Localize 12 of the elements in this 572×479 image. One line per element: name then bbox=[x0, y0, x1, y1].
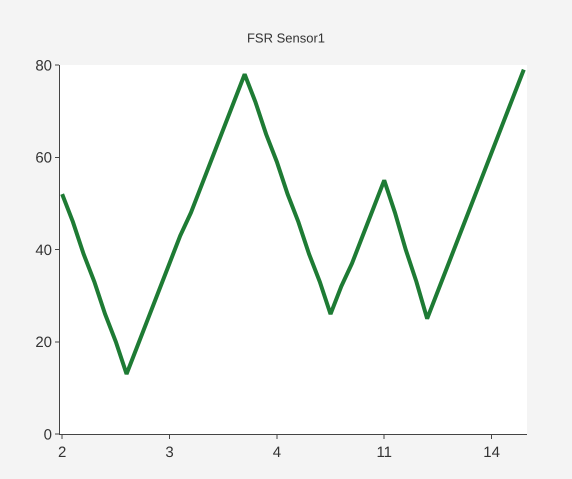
line-series bbox=[60, 68, 526, 376]
x-tick-label: 11 bbox=[376, 444, 392, 461]
y-tick-label: 40 bbox=[35, 242, 52, 259]
x-tick-label: 14 bbox=[483, 444, 500, 461]
y-tick-label: 60 bbox=[35, 150, 52, 166]
chart-title: FSR Sensor1 bbox=[246, 30, 326, 46]
y-tick-label: 20 bbox=[35, 334, 52, 351]
x-tick-label: 4 bbox=[272, 444, 282, 461]
y-tick-label: 80 bbox=[35, 57, 52, 74]
x-tick-label: 2 bbox=[58, 444, 66, 461]
y-tick-label: 0 bbox=[44, 426, 52, 444]
x-tick-label: 3 bbox=[165, 444, 174, 461]
